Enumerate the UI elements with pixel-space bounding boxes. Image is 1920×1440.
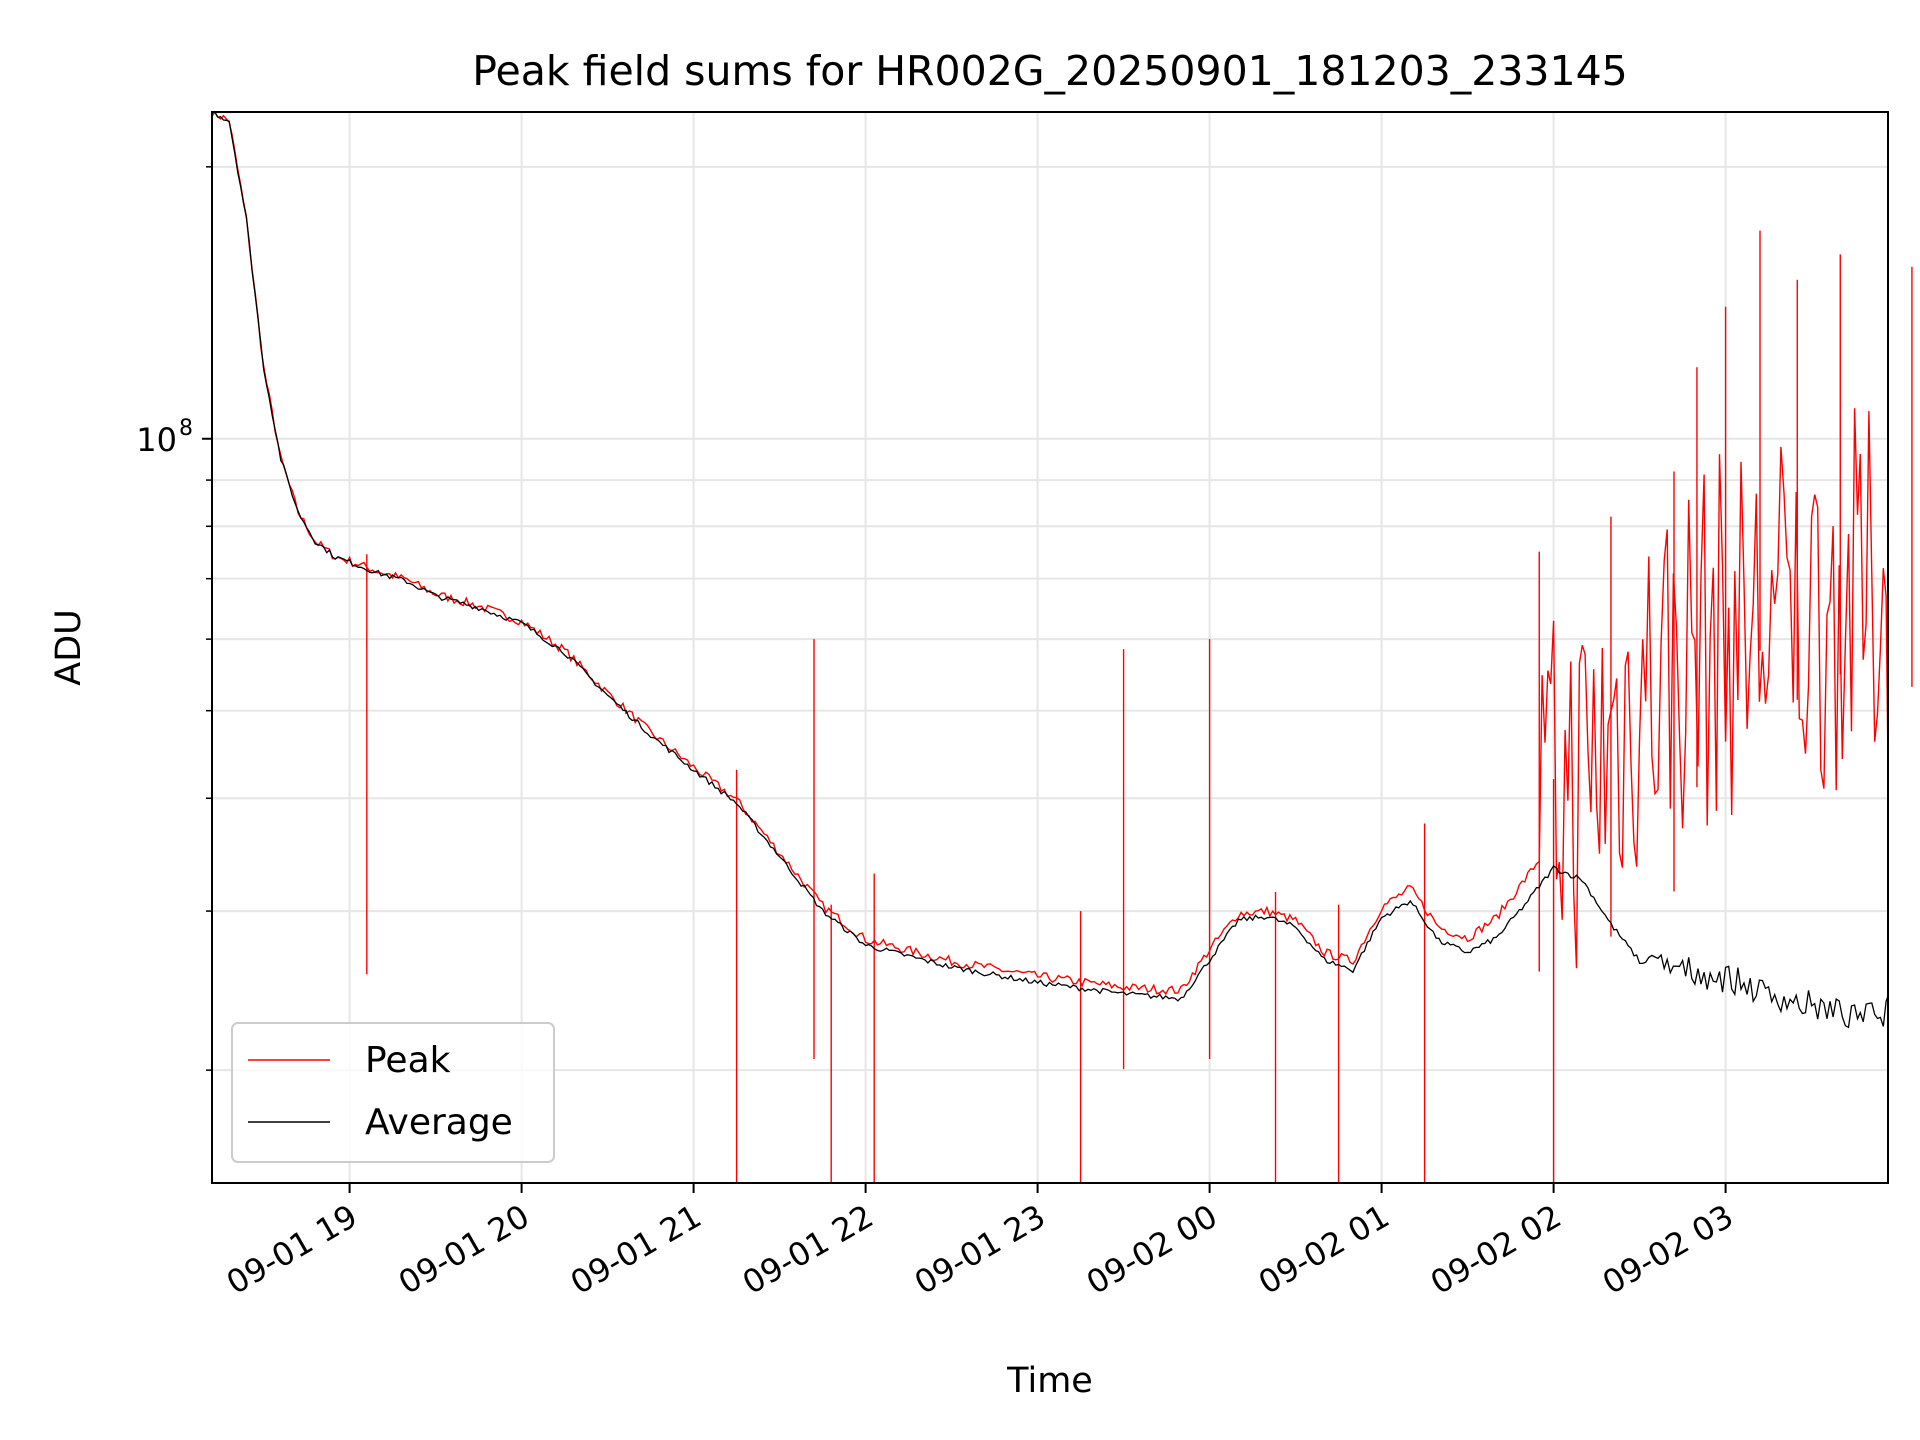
x-tick-label: 09-01 22 [736,1197,880,1302]
peak-series-line [212,112,1888,996]
average-series-line [212,112,1888,1029]
chart-title: Peak field sums for HR002G_20250901_1812… [472,47,1628,95]
x-tick-label: 09-02 03 [1596,1197,1740,1302]
x-tick-label: 09-01 21 [564,1197,708,1302]
x-tick-label: 09-01 20 [392,1197,536,1302]
y-axis-label: ADU [49,609,89,686]
x-tick-label: 09-01 23 [908,1197,1052,1302]
series-layer [212,112,1913,1183]
y-tick-label-exponent: 8 [179,416,193,441]
grid-layer [212,112,1888,1183]
x-tick-label: 09-02 01 [1252,1197,1396,1302]
plot-frame [211,111,1889,1184]
legend-box [231,1022,555,1163]
x-tick-label: 09-02 02 [1424,1197,1568,1302]
legend-label-peak: Peak [365,1040,451,1081]
x-axis-label: Time [1006,1361,1093,1401]
y-tick-label: 10 [136,421,177,459]
x-tick-label: 09-01 19 [220,1197,364,1302]
legend-label-average: Average [365,1102,513,1143]
x-tick-label: 09-02 00 [1080,1197,1224,1302]
legend: Peak Average [231,1022,555,1163]
